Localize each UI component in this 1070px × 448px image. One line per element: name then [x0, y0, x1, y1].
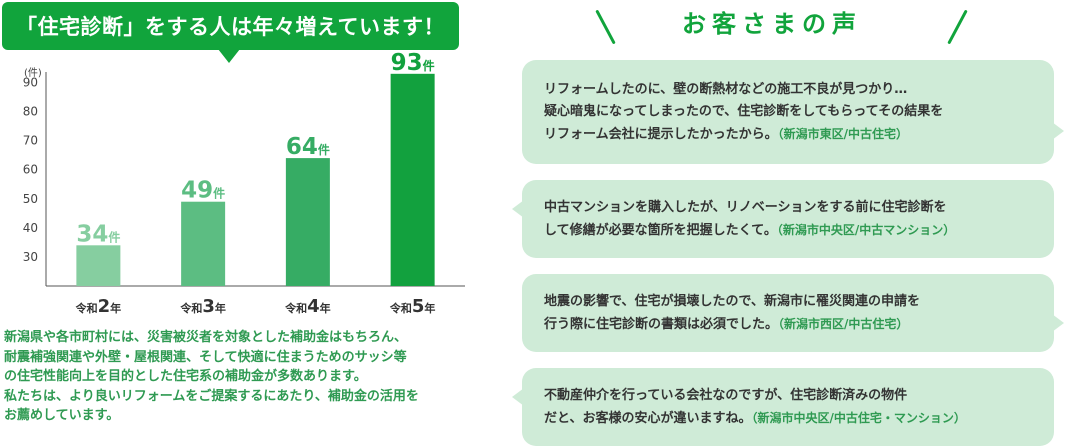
- bar-value-label: 49件: [181, 178, 225, 204]
- y-axis-unit-label: (件): [24, 67, 42, 79]
- description-line: 耐震補強関連や外壁・屋根関連、そして快適に住まうためのサッシ等: [4, 349, 407, 365]
- bar: [285, 158, 330, 286]
- voice-line: 不動産仲介を行っている会社なのですが、住宅診断済みの物件: [544, 387, 908, 403]
- voice-line: 疑心暗鬼になってしまったので、住宅診断をしてもらってその結果を: [544, 103, 944, 119]
- y-tick-label: 90: [23, 76, 38, 90]
- voice-location: （新潟市中央区/中古マンション）: [776, 222, 956, 237]
- bar-value-label: 64件: [286, 134, 330, 160]
- description-line: の住宅性能向上を目的とした住宅系の補助金が多数あります。: [4, 369, 367, 384]
- bar: [181, 201, 226, 286]
- bubble-tail: [512, 388, 524, 406]
- description-line: 新潟県や各市町村には、災害被災者を対象とした補助金はもちろん、: [4, 330, 408, 345]
- voice-line: 中古マンションを購入したが、リノベーションをする前に住宅診断を: [544, 199, 947, 215]
- bar-value-label: 34件: [76, 221, 120, 247]
- x-category-label: 令和2年: [75, 296, 122, 317]
- voice-location: （新潟市東区/中古住宅）: [777, 126, 909, 141]
- bubble-tail: [1052, 314, 1064, 332]
- x-category-label: 令和5年: [389, 296, 436, 317]
- y-tick-label: 30: [23, 250, 38, 264]
- voice-text: 地震の影響で、住宅が損壊したので、新潟市に罹災関連の申請を 行う際に住宅診断の書…: [544, 291, 920, 336]
- voice-line: 地震の影響で、住宅が損壊したので、新潟市に罹災関連の申請を: [544, 293, 920, 309]
- voice-location: （新潟市中央区/中古住宅・マンション）: [751, 410, 966, 425]
- voice-line: だと、お客様の安心が違いますね。: [544, 410, 752, 426]
- voice-line: リフォームしたのに、壁の断熱材などの施工不良が見つかり…: [544, 81, 908, 97]
- voice-text: リフォームしたのに、壁の断熱材などの施工不良が見つかり… 疑心暗鬼になってしまっ…: [544, 79, 943, 146]
- voice-bubble: 不動産仲介を行っている会社なのですが、住宅診断済みの物件 だと、お客様の安心が違…: [512, 368, 1054, 446]
- y-tick-label: 50: [23, 192, 38, 206]
- description-line: お薦めしています。: [4, 408, 120, 423]
- bubble-tail: [1052, 122, 1064, 140]
- voice-location: （新潟市西区/中古住宅）: [778, 316, 909, 331]
- y-tick-label: 60: [23, 163, 38, 177]
- bar: [390, 73, 435, 287]
- voice-text: 中古マンションを購入したが、リノベーションをする前に住宅診断を して修繕が必要な…: [544, 197, 955, 242]
- voice-line: 行う際に住宅診断の書類は必須でした。: [544, 316, 779, 332]
- x-category-label: 令和3年: [179, 296, 226, 317]
- bubble-tail: [512, 200, 524, 218]
- headline-text: 「住宅診断」をする人は年々増えています！: [16, 15, 445, 39]
- y-tick-label: 40: [23, 221, 38, 235]
- subsidy-description: 新潟県や各市町村には、災害被災者を対象とした補助金はもちろん、 耐震補強関連や外…: [4, 328, 474, 426]
- title-slash-right: [947, 9, 968, 45]
- voice-line: リフォーム会社に提示したかったから。: [544, 126, 778, 142]
- voices-title: お客さまの声: [682, 10, 862, 38]
- bar-value-label: 93件: [391, 50, 435, 76]
- bar: [76, 245, 121, 286]
- voice-bubble: リフォームしたのに、壁の断熱材などの施工不良が見つかり… 疑心暗鬼になってしまっ…: [522, 60, 1064, 164]
- banner-pointer: [218, 49, 240, 63]
- voice-bubble: 地震の影響で、住宅が損壊したので、新潟市に罹災関連の申請を 行う際に住宅診断の書…: [522, 274, 1064, 352]
- voice-line: して修繕が必要な箇所を把握したくて。: [544, 222, 777, 238]
- voice-bubble: 中古マンションを購入したが、リノベーションをする前に住宅診断を して修繕が必要な…: [512, 180, 1054, 258]
- voice-text: 不動産仲介を行っている会社なのですが、住宅診断済みの物件 だと、お客様の安心が違…: [544, 385, 966, 430]
- y-tick-label: 70: [23, 134, 38, 148]
- headline-banner: 「住宅診断」をする人は年々増えています！: [2, 2, 459, 50]
- title-slash-left: [595, 9, 616, 45]
- description-line: 私たちは、より良いリフォームをご提案するにあたり、補助金の活用を: [4, 388, 419, 404]
- x-category-label: 令和4年: [284, 296, 331, 317]
- y-tick-label: 80: [23, 105, 38, 119]
